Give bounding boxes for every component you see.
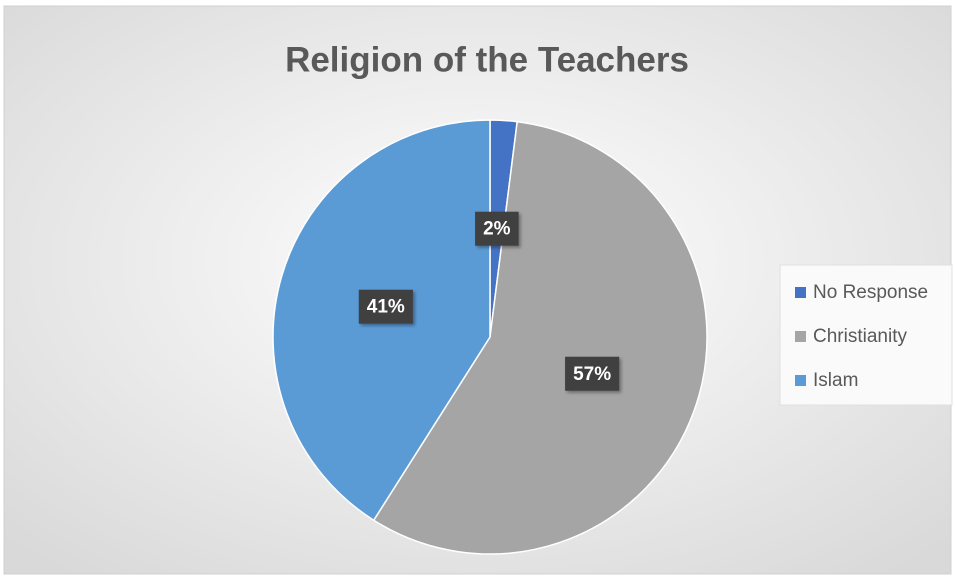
data-label-box (565, 356, 620, 391)
legend-swatch (795, 331, 806, 342)
data-label-box (475, 211, 519, 246)
legend-label: Islam (813, 370, 858, 391)
legend-swatch (795, 287, 806, 298)
data-label: 41% (358, 289, 413, 324)
data-label-box (358, 289, 413, 324)
data-label-text: 57% (573, 364, 611, 385)
chart-title: Religion of the Teachers (285, 40, 689, 79)
legend-label: No Response (813, 282, 928, 303)
data-label-text: 2% (483, 219, 511, 240)
data-label-text: 41% (367, 297, 405, 318)
pie-slice (372, 120, 708, 555)
legend-label: Christianity (813, 326, 907, 347)
legend-swatch (795, 375, 806, 386)
data-label: 2% (475, 211, 519, 246)
data-label: 57% (565, 356, 620, 391)
legend (779, 264, 953, 406)
